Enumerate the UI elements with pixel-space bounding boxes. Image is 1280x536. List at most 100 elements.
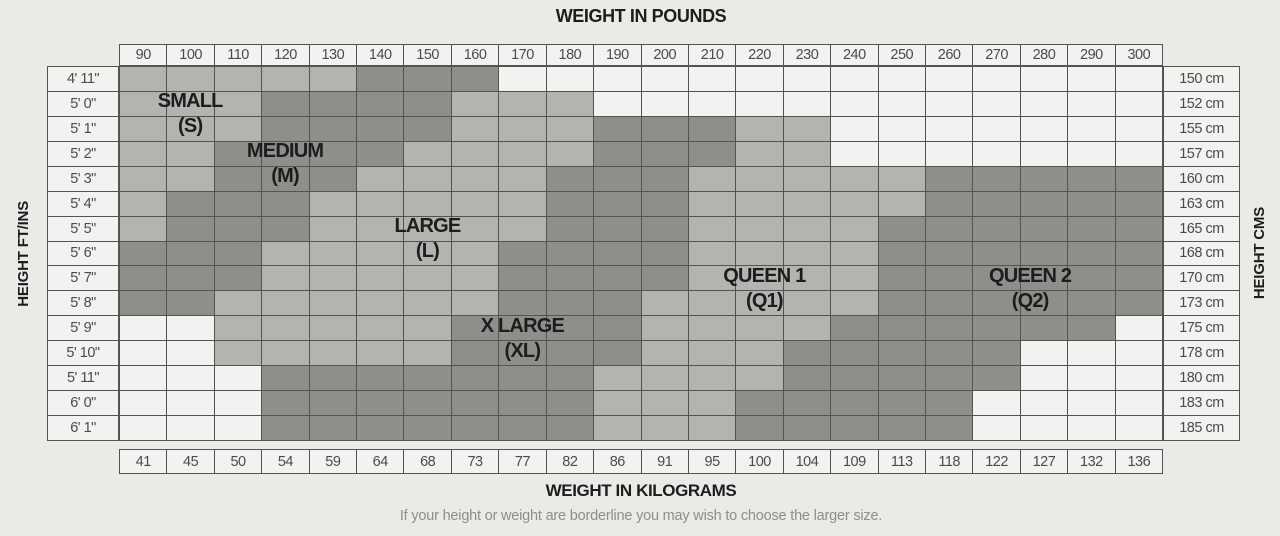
grid-cell	[878, 67, 926, 92]
grid-cell	[878, 141, 926, 167]
grid-cell	[214, 191, 263, 217]
grid-cell	[1020, 191, 1069, 217]
grid-cell	[262, 166, 310, 192]
grid-cell	[120, 116, 168, 142]
grid-cell	[688, 291, 737, 317]
grid-cell	[167, 141, 215, 167]
grid-cell	[309, 191, 358, 217]
height-ftin-cell: 5' 8"	[48, 291, 119, 317]
grid-cell	[831, 141, 879, 167]
grid-cell	[925, 67, 974, 92]
grid-cell	[357, 67, 405, 92]
grid-cell	[783, 366, 832, 392]
pounds-header-cell: 110	[214, 45, 263, 66]
grid-cell	[1020, 316, 1069, 342]
grid-cell	[357, 116, 405, 142]
grid-cell	[688, 216, 737, 242]
grid-cell	[167, 291, 215, 317]
grid-cell	[404, 116, 452, 142]
grid-cell	[878, 416, 926, 441]
grid-cell	[120, 341, 168, 367]
grid-cell	[973, 391, 1021, 417]
cms-column: 150 cm 152 cm 155 cm 157 cm 160 cm 163 cm 165 …	[1163, 66, 1240, 441]
grid-cell	[214, 216, 263, 242]
kilograms-cell: 73	[451, 450, 500, 474]
grid-cell	[1068, 141, 1116, 167]
grid-cell	[404, 291, 452, 317]
grid-cell	[783, 191, 832, 217]
grid-cell	[594, 316, 642, 342]
right-axis-title-text: HEIGHT CMS	[1250, 207, 1268, 300]
height-cm-cell: 173 cm	[1164, 291, 1240, 317]
height-ftin-cell: 5' 10"	[48, 341, 119, 367]
grid-cell	[262, 116, 310, 142]
grid-cell	[1068, 366, 1116, 392]
grid-cell	[831, 91, 879, 117]
grid-cell	[973, 116, 1021, 142]
right-axis-title: HEIGHT CMS	[1240, 66, 1278, 441]
kilograms-cell: 104	[783, 450, 832, 474]
grid-cell	[973, 216, 1021, 242]
grid-cell	[451, 191, 500, 217]
grid-cell	[120, 391, 168, 417]
grid-cell	[309, 316, 358, 342]
grid-cell	[167, 341, 215, 367]
top-axis-title: WEIGHT IN POUNDS	[555, 6, 727, 26]
pounds-header-row: 90 100 110 120 130 140 150 160 170 180 190 200 210 22…	[119, 44, 1163, 66]
grid-cell	[831, 316, 879, 342]
grid-cell	[925, 391, 974, 417]
grid-cell	[783, 116, 832, 142]
height-cm-cell: 183 cm	[1164, 391, 1240, 417]
grid-cell	[404, 141, 452, 167]
height-ftin-cell: 5' 4"	[48, 191, 119, 217]
grid-cell	[357, 266, 405, 292]
grid-cell	[404, 67, 452, 92]
grid-cell	[594, 91, 642, 117]
kilograms-cell: 100	[736, 450, 784, 474]
grid-cell	[594, 141, 642, 167]
grid-cell	[1020, 391, 1069, 417]
grid-cell	[973, 91, 1021, 117]
grid-cell	[831, 191, 879, 217]
grid-cell	[1068, 116, 1116, 142]
pounds-header-cell: 190	[594, 45, 642, 66]
height-ftin-cell: 6' 0"	[48, 391, 119, 417]
grid-cell	[688, 191, 737, 217]
grid-cell	[404, 341, 452, 367]
grid-cell	[167, 266, 215, 292]
grid-cell	[688, 341, 737, 367]
grid-cell	[1020, 91, 1069, 117]
grid-cell	[736, 191, 784, 217]
pounds-header-cell: 170	[499, 45, 547, 66]
size-chart-grid	[119, 66, 1163, 441]
grid-cell	[641, 191, 689, 217]
height-cm-cell: 180 cm	[1164, 366, 1240, 392]
grid-cell	[546, 216, 595, 242]
grid-cell	[404, 191, 452, 217]
grid-cell	[120, 191, 168, 217]
grid-cell	[262, 316, 310, 342]
grid-cell	[214, 291, 263, 317]
heights-column: 4' 11" 5' 0" 5' 1" 5' 2" 5' 3" 5' 4" 5' 5" 5' 6…	[47, 66, 119, 441]
kilograms-cell: 127	[1020, 450, 1069, 474]
grid-cell	[1068, 316, 1116, 342]
grid-cell	[309, 216, 358, 242]
kilograms-cell: 109	[831, 450, 879, 474]
grid-cell	[831, 266, 879, 292]
grid-cell	[878, 366, 926, 392]
grid-cell	[973, 316, 1021, 342]
grid-cell	[641, 91, 689, 117]
kilograms-cell: 68	[404, 450, 452, 474]
grid-cell	[594, 391, 642, 417]
height-cm-cell: 157 cm	[1164, 141, 1240, 167]
grid-cell	[499, 241, 547, 267]
height-cm-cell: 152 cm	[1164, 91, 1240, 117]
grid-cell	[167, 416, 215, 441]
kilograms-cell: 91	[641, 450, 689, 474]
grid-cell	[262, 266, 310, 292]
grid-cell	[688, 91, 737, 117]
grid-cell	[167, 241, 215, 267]
grid-cell	[1115, 67, 1163, 92]
grid-cell	[783, 391, 832, 417]
grid-cell	[973, 241, 1021, 267]
